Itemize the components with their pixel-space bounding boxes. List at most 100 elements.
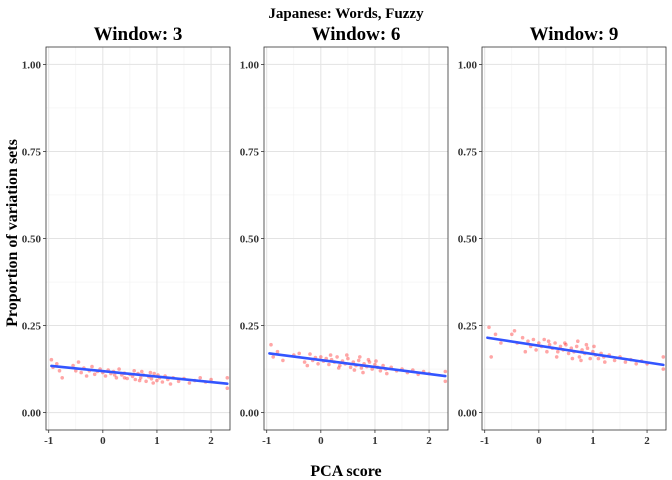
panel-2: Window: 6 0.00 0.25 0.50 0.75 1.00 -1 0 1 2 [240, 24, 449, 447]
data-point [661, 367, 666, 371]
data-point [366, 357, 371, 362]
data-point [381, 363, 385, 368]
data-point [225, 386, 230, 391]
data-point [297, 351, 302, 356]
data-point [335, 355, 339, 359]
data-point [148, 370, 153, 375]
data-point [338, 363, 342, 368]
data-point [531, 337, 536, 342]
data-point [345, 353, 349, 357]
data-point [74, 369, 78, 373]
data-point [520, 335, 525, 340]
data-point [556, 349, 560, 354]
x-tick-label: 1 [590, 435, 596, 447]
data-point [580, 348, 584, 352]
data-point [378, 369, 383, 373]
data-point [275, 349, 280, 354]
data-point [133, 377, 138, 382]
data-point [579, 358, 583, 363]
data-point [55, 362, 59, 366]
y-tick-label: 0.25 [240, 321, 260, 333]
data-point [160, 380, 165, 384]
data-point [385, 371, 389, 376]
data-point [545, 349, 549, 354]
data-point [319, 355, 323, 359]
y-tick-label: 0.75 [240, 146, 260, 158]
data-point [269, 342, 273, 347]
x-tick-label: 0 [536, 435, 542, 447]
data-point [603, 360, 607, 364]
x-tick-label: 1 [372, 435, 378, 447]
data-point [574, 344, 579, 349]
data-point [570, 356, 575, 361]
data-point [140, 369, 144, 374]
data-point [198, 376, 202, 380]
data-point [103, 374, 108, 378]
x-tick-label: -1 [44, 435, 53, 447]
y-tick-label: 1.00 [22, 59, 42, 71]
data-point [328, 353, 333, 357]
data-point [489, 355, 494, 359]
panel-title: Window: 3 [94, 24, 183, 45]
data-point [117, 367, 121, 371]
data-point [155, 378, 159, 383]
data-point [57, 369, 62, 373]
trend-line [268, 352, 447, 378]
data-point [137, 378, 142, 383]
data-point [612, 358, 617, 363]
data-point [71, 363, 75, 368]
chart-title: Japanese: Words, Fuzzy [268, 6, 424, 22]
x-tick-label: -1 [262, 435, 271, 447]
data-point [112, 373, 117, 377]
data-point [302, 360, 307, 364]
y-axis-label: Proportion of variation sets [4, 139, 21, 327]
data-point [144, 379, 148, 384]
x-tick-label: 2 [426, 435, 432, 447]
y-tick-label: 0.25 [458, 321, 478, 333]
y-tick-label: 0.75 [458, 146, 478, 158]
y-tick-label: 1.00 [240, 59, 260, 71]
x-axis-label: PCA score [310, 463, 381, 480]
x-tick-label: 1 [154, 435, 160, 447]
data-point [358, 355, 362, 359]
data-point [499, 341, 503, 345]
data-point [566, 351, 571, 356]
data-point [76, 360, 81, 364]
data-point [92, 372, 97, 377]
data-point [563, 341, 567, 345]
y-tick-label: 0.50 [458, 234, 478, 246]
data-point [588, 356, 592, 361]
data-point [558, 344, 563, 349]
data-point [547, 342, 552, 347]
data-point [114, 376, 119, 380]
data-point [487, 325, 491, 330]
data-point [537, 341, 541, 345]
panel-title: Window: 9 [530, 24, 619, 45]
data-point [361, 370, 365, 375]
data-point [512, 329, 517, 333]
data-point [576, 339, 580, 344]
data-point [209, 377, 213, 382]
x-tick-label: 2 [644, 435, 650, 447]
trend-line [50, 364, 229, 385]
data-point [526, 339, 530, 344]
data-point [373, 362, 377, 367]
data-point [510, 332, 514, 337]
data-point [370, 367, 375, 371]
data-point [49, 357, 54, 362]
data-point [584, 342, 589, 347]
data-point [84, 374, 89, 378]
data-point [271, 355, 276, 359]
data-point [493, 332, 498, 337]
y-tick-label: 0.00 [22, 408, 42, 420]
data-point [305, 363, 310, 368]
data-point [634, 362, 638, 366]
data-point [336, 366, 341, 370]
data-point [90, 364, 94, 369]
y-tick-label: 0.25 [22, 321, 42, 333]
data-point [187, 381, 192, 385]
panels: Window: 3 0.00 0.25 0.50 0.75 1.00 -1 0 1 2 Window… [22, 24, 667, 447]
data-point [138, 376, 143, 380]
data-point [352, 368, 357, 372]
